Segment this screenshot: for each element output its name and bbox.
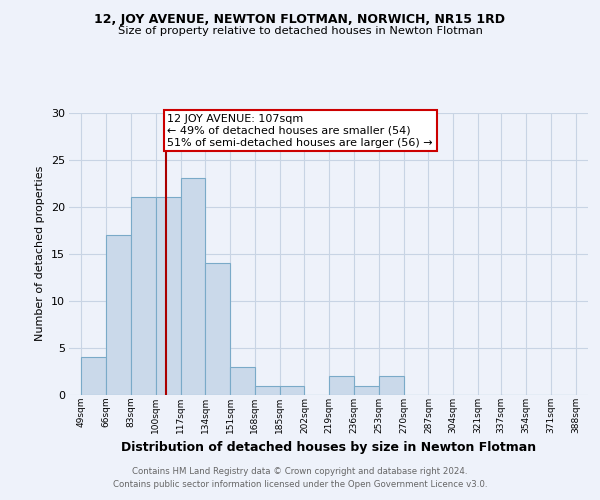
Text: Size of property relative to detached houses in Newton Flotman: Size of property relative to detached ho… (118, 26, 482, 36)
Bar (82, 358, 106, 395)
Text: 12 JOY AVENUE: 107sqm
← 49% of detached houses are smaller (54)
51% of semi-deta: 12 JOY AVENUE: 107sqm ← 49% of detached … (167, 114, 433, 148)
Bar (156, 198, 181, 395)
Text: 12, JOY AVENUE, NEWTON FLOTMAN, NORWICH, NR15 1RD: 12, JOY AVENUE, NEWTON FLOTMAN, NORWICH,… (95, 12, 505, 26)
Bar (255, 386, 280, 395)
X-axis label: Distribution of detached houses by size in Newton Flotman: Distribution of detached houses by size … (121, 441, 536, 454)
Bar (181, 178, 205, 395)
Bar (205, 263, 230, 395)
Bar (280, 386, 304, 395)
Bar (354, 386, 379, 395)
Text: Contains public sector information licensed under the Open Government Licence v3: Contains public sector information licen… (113, 480, 487, 489)
Bar (379, 376, 404, 395)
Bar (106, 235, 131, 395)
Text: Contains HM Land Registry data © Crown copyright and database right 2024.: Contains HM Land Registry data © Crown c… (132, 467, 468, 476)
Bar (230, 367, 255, 395)
Bar (329, 376, 354, 395)
Y-axis label: Number of detached properties: Number of detached properties (35, 166, 45, 342)
Bar (131, 198, 156, 395)
